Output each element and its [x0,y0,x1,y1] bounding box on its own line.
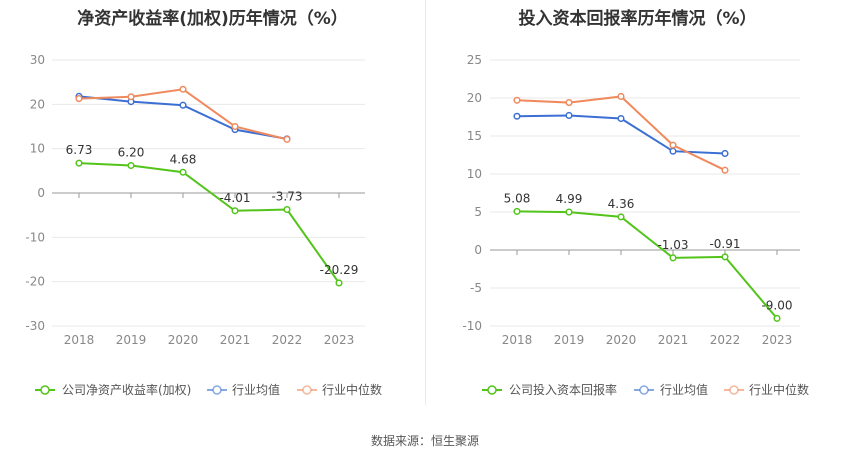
legend-marker[interactable] [212,385,222,395]
legend-label[interactable]: 公司净资产收益率(加权) [62,382,191,397]
legend-label[interactable]: 行业均值 [660,382,708,397]
data-point[interactable] [513,112,521,120]
x-tick-label: 2019 [554,333,585,347]
y-tick-label: 25 [467,53,482,67]
data-point[interactable] [231,122,239,131]
data-point[interactable] [231,207,239,215]
data-point[interactable] [283,205,291,214]
chart-divider [425,0,426,405]
data-label: -0.91 [709,237,740,251]
roic-chart: 25 20 15 10 5 0 -5 -10 2018 2019 2020 2021 2022 2023 5… [462,53,809,397]
data-label: -4.01 [219,191,250,205]
y-tick-label: 30 [30,53,45,67]
legend-marker[interactable] [639,385,649,395]
data-label: -9.00 [761,298,792,312]
data-point[interactable] [335,279,343,287]
data-point[interactable] [565,99,573,107]
data-point[interactable] [179,168,187,176]
data-point[interactable] [513,96,521,104]
x-tick-label: 2019 [116,333,147,347]
y-tick-label: -10 [25,230,45,244]
data-point[interactable] [513,207,521,215]
chart-title-roe: 净资产收益率(加权)历年情况（%） [77,9,348,29]
data-label: -3.73 [271,190,302,204]
series-line-0 [516,210,778,320]
data-point[interactable] [721,149,729,158]
data-source-note: 数据来源：恒生聚源 [370,434,479,448]
x-tick-label: 2018 [502,333,533,347]
data-point[interactable] [669,254,677,262]
data-point[interactable] [773,314,781,322]
data-point[interactable] [617,213,625,221]
x-tick-label: 2020 [606,333,637,347]
x-tick-label: 2018 [64,333,95,347]
legend-marker[interactable] [40,385,50,395]
data-point[interactable] [565,208,573,216]
data-point[interactable] [617,92,625,101]
data-point[interactable] [179,101,187,109]
series-line-2 [516,95,726,172]
data-point[interactable] [127,161,135,170]
x-tick-label: 2023 [762,333,793,347]
data-label: -1.03 [657,238,688,252]
y-tick-label: -5 [470,281,482,295]
y-tick-label: -20 [25,275,45,289]
series-line-0 [78,162,340,284]
legend-label[interactable]: 公司投入资本回报率 [509,382,617,397]
legend-marker[interactable] [729,385,739,395]
data-label: 6.20 [118,146,145,160]
data-point[interactable] [565,111,573,120]
data-label: 4.99 [556,192,583,206]
y-tick-label: 20 [467,91,482,105]
legend-marker[interactable] [302,385,312,395]
data-point[interactable] [127,93,135,101]
chart-title-roic: 投入资本回报率历年情况（%） [518,9,757,29]
legend-marker[interactable] [487,385,497,395]
data-point[interactable] [669,141,677,149]
roe-chart: 30 20 10 0 -10 -20 -30 2018 2019 2020 2021 2022 2023… [25,53,382,397]
x-tick-label: 2023 [324,333,355,347]
data-point[interactable] [669,147,677,155]
x-tick-label: 2021 [658,333,689,347]
data-point[interactable] [721,253,729,261]
data-label: 5.08 [504,191,531,205]
data-label: 4.36 [608,197,635,211]
y-tick-label: 10 [30,142,45,156]
data-point[interactable] [179,85,187,93]
x-tick-label: 2022 [272,333,303,347]
data-point[interactable] [75,159,83,167]
y-tick-label: -30 [25,319,45,333]
data-label: 4.68 [170,152,197,166]
y-tick-label: -10 [462,319,482,333]
data-point[interactable] [721,166,729,174]
data-point[interactable] [283,135,291,143]
y-tick-label: 5 [474,205,482,219]
y-tick-label: 20 [30,97,45,111]
y-tick-label: 0 [37,186,45,200]
y-tick-label: 0 [474,243,482,257]
y-tick-label: 10 [467,167,482,181]
legend-label[interactable]: 行业中位数 [322,382,382,397]
x-tick-label: 2022 [710,333,741,347]
x-tick-label: 2021 [220,333,251,347]
data-label: -20.29 [320,263,359,277]
data-point[interactable] [75,95,83,103]
legend-label[interactable]: 行业均值 [232,382,280,397]
y-tick-label: 15 [467,129,482,143]
legend-label[interactable]: 行业中位数 [749,382,809,397]
data-label: 6.73 [66,143,93,157]
data-point[interactable] [617,114,625,123]
x-tick-label: 2020 [168,333,199,347]
